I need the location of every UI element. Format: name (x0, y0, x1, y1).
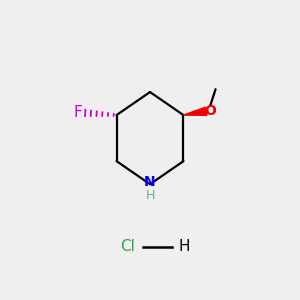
Text: H: H (145, 189, 155, 202)
Text: F: F (74, 105, 82, 120)
Polygon shape (184, 107, 207, 116)
Text: H: H (178, 239, 190, 254)
Text: Cl: Cl (120, 239, 135, 254)
Text: O: O (204, 103, 216, 118)
Text: N: N (144, 175, 156, 189)
